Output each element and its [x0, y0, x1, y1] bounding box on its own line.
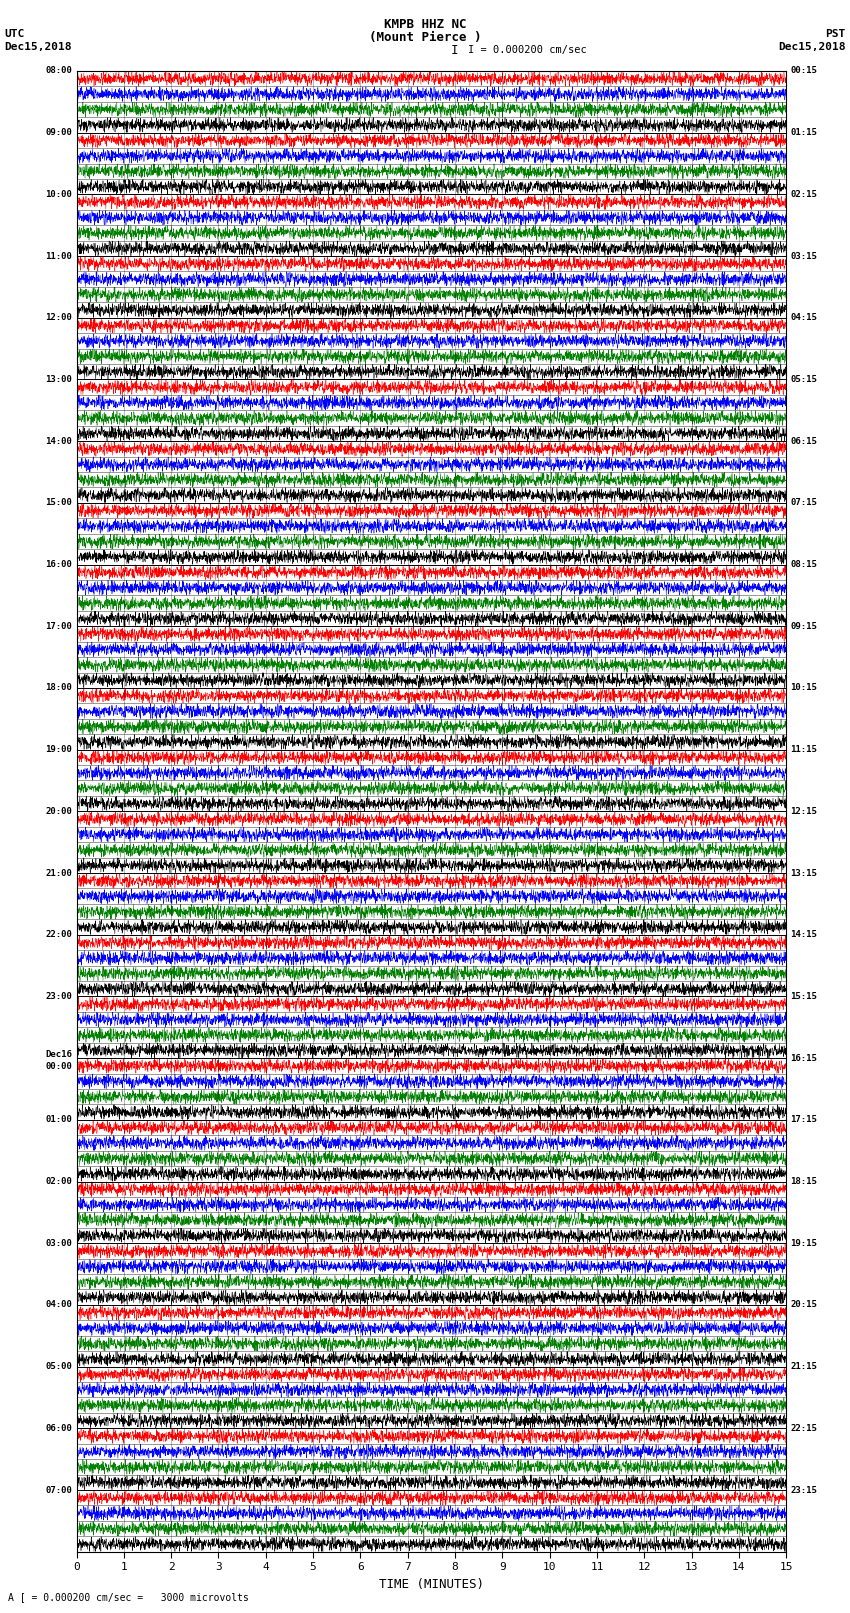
Text: 03:00: 03:00 [45, 1239, 72, 1248]
Text: 13:00: 13:00 [45, 374, 72, 384]
Text: 13:15: 13:15 [790, 868, 818, 877]
Text: 12:00: 12:00 [45, 313, 72, 323]
Text: 14:15: 14:15 [790, 931, 818, 939]
Text: PST: PST [825, 29, 846, 39]
Text: 07:15: 07:15 [790, 498, 818, 508]
Text: Dec16: Dec16 [45, 1050, 72, 1060]
Text: (Mount Pierce ): (Mount Pierce ) [369, 31, 481, 44]
Text: 09:00: 09:00 [45, 127, 72, 137]
Text: 16:15: 16:15 [790, 1053, 818, 1063]
Text: 05:00: 05:00 [45, 1361, 72, 1371]
Text: 01:00: 01:00 [45, 1115, 72, 1124]
Text: 19:15: 19:15 [790, 1239, 818, 1248]
Text: 23:00: 23:00 [45, 992, 72, 1002]
Text: 22:00: 22:00 [45, 931, 72, 939]
Text: A [ = 0.000200 cm/sec =   3000 microvolts: A [ = 0.000200 cm/sec = 3000 microvolts [8, 1592, 249, 1602]
Text: 09:15: 09:15 [790, 621, 818, 631]
Text: 06:15: 06:15 [790, 437, 818, 445]
Text: 20:00: 20:00 [45, 806, 72, 816]
Text: 19:00: 19:00 [45, 745, 72, 755]
Text: 03:15: 03:15 [790, 252, 818, 261]
Text: 05:15: 05:15 [790, 374, 818, 384]
Text: 18:00: 18:00 [45, 684, 72, 692]
Text: 07:00: 07:00 [45, 1486, 72, 1495]
Text: 14:00: 14:00 [45, 437, 72, 445]
Text: 15:15: 15:15 [790, 992, 818, 1002]
Text: 15:00: 15:00 [45, 498, 72, 508]
Text: Dec15,2018: Dec15,2018 [779, 42, 846, 52]
Text: 00:00: 00:00 [45, 1061, 72, 1071]
Text: 12:15: 12:15 [790, 806, 818, 816]
Text: 17:15: 17:15 [790, 1115, 818, 1124]
Text: I: I [451, 44, 458, 56]
Text: 02:15: 02:15 [790, 190, 818, 198]
Text: 20:15: 20:15 [790, 1300, 818, 1310]
Text: Dec15,2018: Dec15,2018 [4, 42, 71, 52]
Text: KMPB HHZ NC: KMPB HHZ NC [383, 18, 467, 31]
Text: 01:15: 01:15 [790, 127, 818, 137]
Text: 06:00: 06:00 [45, 1424, 72, 1432]
Text: 10:00: 10:00 [45, 190, 72, 198]
Text: 08:00: 08:00 [45, 66, 72, 76]
Text: 18:15: 18:15 [790, 1177, 818, 1186]
Text: 21:15: 21:15 [790, 1361, 818, 1371]
Text: 22:15: 22:15 [790, 1424, 818, 1432]
Text: 10:15: 10:15 [790, 684, 818, 692]
Text: UTC: UTC [4, 29, 25, 39]
Text: 17:00: 17:00 [45, 621, 72, 631]
Text: 16:00: 16:00 [45, 560, 72, 569]
Text: 23:15: 23:15 [790, 1486, 818, 1495]
Text: 02:00: 02:00 [45, 1177, 72, 1186]
Text: 04:00: 04:00 [45, 1300, 72, 1310]
Text: 08:15: 08:15 [790, 560, 818, 569]
Text: 04:15: 04:15 [790, 313, 818, 323]
Text: I = 0.000200 cm/sec: I = 0.000200 cm/sec [468, 45, 586, 55]
X-axis label: TIME (MINUTES): TIME (MINUTES) [379, 1578, 484, 1590]
Text: 11:15: 11:15 [790, 745, 818, 755]
Text: 11:00: 11:00 [45, 252, 72, 261]
Text: 21:00: 21:00 [45, 868, 72, 877]
Text: 00:15: 00:15 [790, 66, 818, 76]
